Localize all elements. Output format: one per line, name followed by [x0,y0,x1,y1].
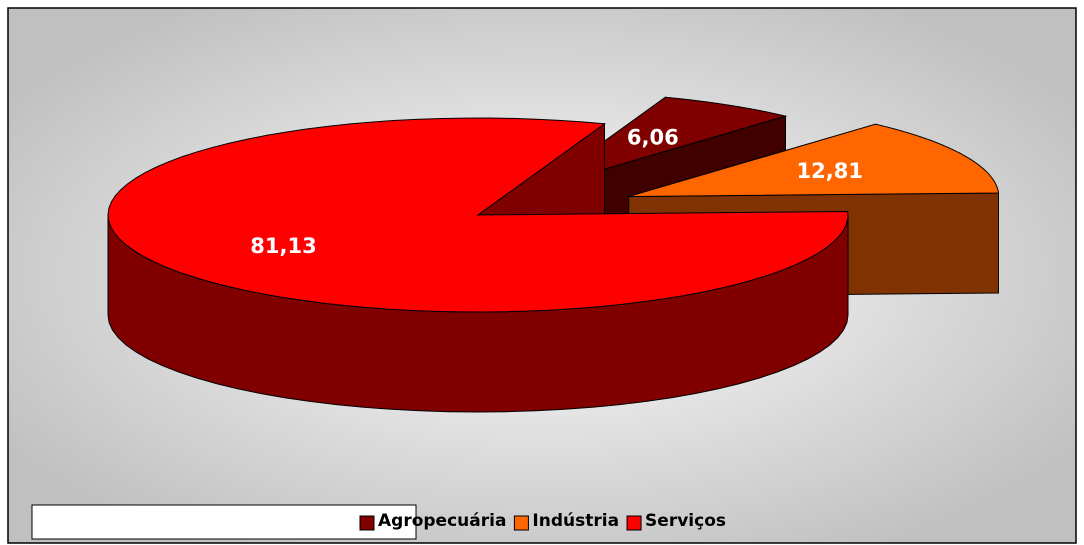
pie: 6,06 12,81 81,13 [107,96,1000,413]
data-label: 81,13 [250,234,316,258]
legend-swatch [626,515,642,531]
slice-top [107,117,849,313]
data-label: 6,06 [627,125,679,149]
legend-swatch [359,515,375,531]
legend-label: Indústria [532,511,619,531]
legend: Agropecuária Indústria Serviços [31,504,726,540]
slice-top [628,123,1000,197]
legend-box [31,504,417,540]
legend-swatch [513,515,529,531]
legend-label: Agropecuária [378,511,506,531]
legend-label: Serviços [645,511,726,531]
pie-slice [107,117,849,413]
data-label: 12,81 [797,159,863,183]
